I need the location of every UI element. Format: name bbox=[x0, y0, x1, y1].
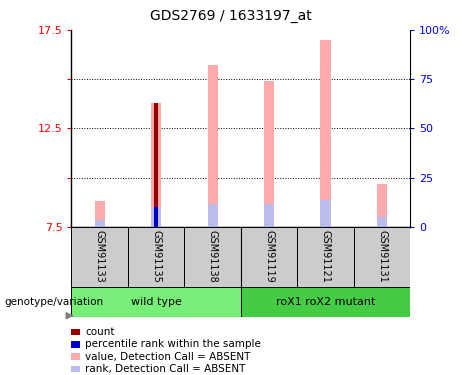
Bar bbox=[354, 227, 410, 287]
Bar bbox=[151, 208, 161, 227]
Text: rank, Detection Call = ABSENT: rank, Detection Call = ABSENT bbox=[85, 364, 246, 374]
Bar bbox=[154, 207, 159, 227]
Bar bbox=[241, 287, 410, 317]
Text: percentile rank within the sample: percentile rank within the sample bbox=[85, 339, 261, 349]
Text: roX1 roX2 mutant: roX1 roX2 mutant bbox=[276, 297, 375, 307]
Bar bbox=[241, 227, 297, 287]
Bar bbox=[184, 227, 241, 287]
Text: GSM91133: GSM91133 bbox=[95, 231, 105, 283]
Bar bbox=[264, 81, 274, 227]
Bar bbox=[95, 220, 105, 227]
Bar bbox=[320, 40, 331, 227]
Text: wild type: wild type bbox=[131, 297, 182, 307]
Bar bbox=[128, 227, 184, 287]
Text: GSM91131: GSM91131 bbox=[377, 231, 387, 283]
Bar bbox=[320, 200, 331, 227]
Bar bbox=[71, 227, 128, 287]
Bar bbox=[71, 287, 241, 317]
Text: GSM91119: GSM91119 bbox=[264, 231, 274, 283]
Bar bbox=[207, 204, 218, 227]
Text: GDS2769 / 1633197_at: GDS2769 / 1633197_at bbox=[150, 9, 311, 23]
Text: GSM91135: GSM91135 bbox=[151, 230, 161, 284]
Bar bbox=[377, 184, 387, 227]
Bar bbox=[207, 65, 218, 227]
Text: GSM91121: GSM91121 bbox=[320, 230, 331, 284]
Text: count: count bbox=[85, 327, 115, 337]
Text: value, Detection Call = ABSENT: value, Detection Call = ABSENT bbox=[85, 352, 251, 362]
Bar bbox=[264, 204, 274, 227]
Bar bbox=[154, 103, 159, 227]
Text: genotype/variation: genotype/variation bbox=[5, 297, 104, 307]
Bar bbox=[377, 217, 387, 227]
Text: GSM91138: GSM91138 bbox=[207, 231, 218, 283]
Bar bbox=[297, 227, 354, 287]
Bar bbox=[95, 201, 105, 227]
Bar bbox=[151, 103, 161, 227]
